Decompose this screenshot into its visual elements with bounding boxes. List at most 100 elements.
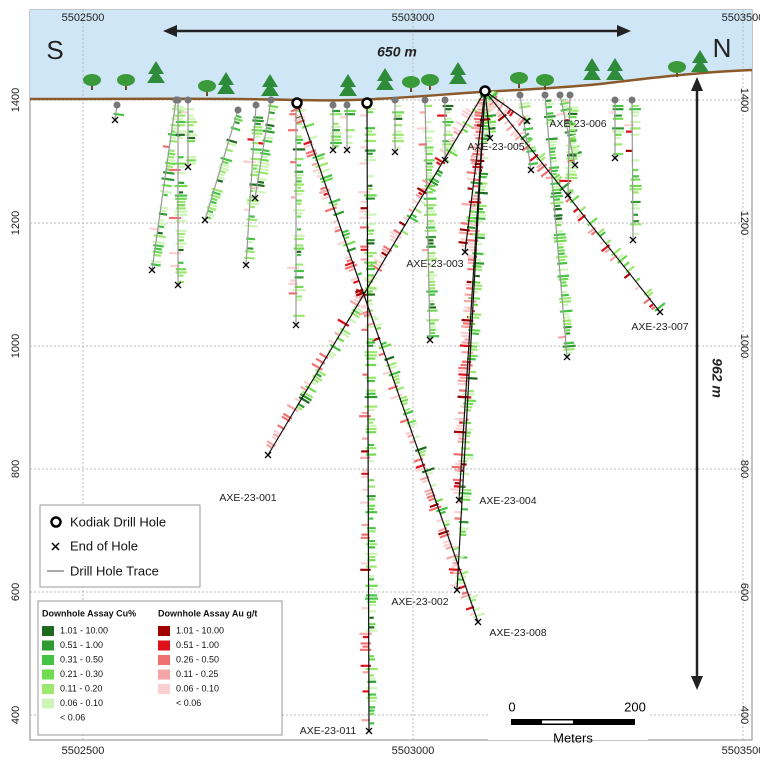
assay-interval [252, 130, 264, 131]
legend-title: Downhole Assay Cu% [42, 608, 136, 618]
assay-interval [553, 199, 560, 200]
legend-swatch [42, 699, 54, 709]
assay-interval [246, 219, 257, 220]
assay-interval [554, 237, 567, 238]
assay-interval [472, 167, 483, 168]
legend-class: 0.06 - 0.10 [176, 683, 219, 693]
easting-label: 5502500 [62, 12, 105, 24]
assay-interval [421, 454, 425, 455]
legend-class: < 0.06 [176, 698, 201, 708]
legend-swatch [42, 655, 54, 665]
legend-swatch [158, 670, 170, 680]
collar [442, 97, 449, 104]
collar [542, 92, 549, 99]
assay-interval [334, 204, 338, 205]
legend-symbol [52, 518, 61, 527]
assay-interval [471, 599, 475, 601]
legend-class: 1.01 - 10.00 [60, 625, 108, 635]
assay-interval [543, 103, 554, 104]
assay-interval [560, 301, 572, 302]
easting-label: 5503000 [392, 12, 435, 24]
assay-interval [549, 148, 556, 149]
assay-interval [324, 194, 328, 195]
scale-start: 0 [508, 699, 515, 714]
assay-interval [560, 311, 573, 312]
legend-swatch [42, 641, 54, 651]
legend-class: 0.51 - 1.00 [60, 640, 103, 650]
assay-interval [546, 138, 558, 139]
easting-label: 5503500 [722, 12, 760, 24]
assay-interval [467, 250, 478, 251]
assay-interval [167, 166, 173, 167]
assay-interval [468, 317, 479, 318]
assay-interval [468, 188, 473, 189]
assay-interval [470, 214, 476, 215]
assay-interval [358, 273, 362, 274]
assay-interval [450, 489, 463, 490]
assay-interval [461, 246, 465, 247]
assay-interval [458, 381, 470, 382]
tree [83, 74, 101, 86]
legend-class: 0.11 - 0.25 [176, 669, 218, 679]
collar [422, 97, 429, 104]
tree [668, 61, 686, 73]
collar [268, 97, 275, 104]
elevation-label: 800 [738, 460, 750, 478]
collar [629, 97, 636, 104]
assay-interval [485, 115, 496, 116]
assay-interval [470, 160, 476, 161]
assay-interval [158, 226, 164, 227]
collar [392, 97, 399, 104]
assay-interval [396, 382, 400, 384]
assay-interval [219, 174, 224, 176]
legend-swatch [158, 684, 170, 694]
assay-interval [546, 177, 552, 178]
tree [536, 74, 554, 86]
assay-interval [520, 133, 526, 134]
assay-interval [246, 203, 259, 204]
assay-interval [475, 205, 487, 206]
elevation-label: 600 [10, 583, 22, 601]
assay-interval [462, 204, 474, 206]
hole-label: AXE-23-001 [219, 492, 276, 504]
assay-interval [475, 122, 481, 123]
assay-interval [454, 432, 467, 433]
legend-swatch [158, 655, 170, 665]
assay-interval [473, 234, 486, 235]
assay-interval [243, 162, 256, 163]
assay-interval [459, 493, 471, 494]
collar [185, 97, 192, 104]
collar [175, 97, 182, 104]
legend-swatch [158, 641, 170, 651]
scale-bar: 0 200 Meters [488, 690, 648, 745]
assay-interval [561, 285, 568, 286]
assay-interval [457, 384, 469, 385]
elevation-label: 400 [738, 706, 750, 724]
assay-interval [563, 346, 576, 347]
assay-interval [251, 149, 262, 150]
easting-label: 5503500 [722, 745, 760, 757]
assay-interval [471, 128, 483, 129]
hole-label: AXE-23-002 [391, 596, 448, 608]
collar [330, 102, 337, 109]
legend-swatch [42, 626, 54, 636]
assay-interval [471, 163, 475, 164]
assay-interval [454, 454, 465, 455]
assay-interval [252, 133, 263, 134]
easting-label: 5503000 [392, 745, 435, 757]
collar [557, 92, 564, 99]
elevation-label: 1200 [10, 211, 22, 235]
assay-interval [410, 441, 415, 443]
scale-segment [542, 721, 573, 724]
collar [517, 92, 524, 99]
assay-interval [245, 226, 258, 227]
kodiak-collar [363, 99, 372, 108]
kodiak-collar [293, 99, 302, 108]
assay-interval [474, 218, 485, 219]
assay-interval [455, 576, 466, 577]
assay-interval [557, 269, 568, 270]
assay-interval [237, 116, 241, 117]
assay-interval [556, 256, 568, 257]
